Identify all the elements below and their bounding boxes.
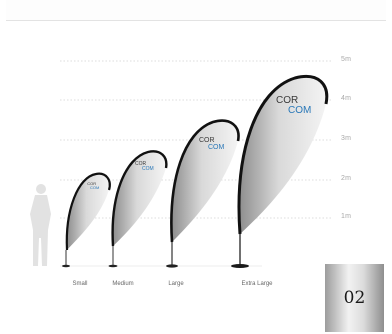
height-label-4m: 4m bbox=[341, 95, 352, 102]
height-label-5m: 5m bbox=[341, 56, 352, 63]
flag-small-logo: COR COM bbox=[87, 181, 100, 190]
flag-small bbox=[62, 172, 111, 268]
size-label-small: Small bbox=[72, 281, 88, 287]
size-label-medium: Medium bbox=[112, 281, 134, 287]
flag-medium bbox=[108, 150, 168, 268]
size-label-large: Large bbox=[168, 281, 184, 287]
flag-large bbox=[166, 119, 240, 268]
flag-large-logo: COR COM bbox=[199, 137, 225, 151]
size-label-extra-large: Extra Large bbox=[241, 281, 273, 287]
top-bar bbox=[6, 0, 386, 21]
height-label-2m: 2m bbox=[341, 175, 352, 182]
height-label-3m: 3m bbox=[341, 135, 352, 142]
person-silhouette bbox=[30, 184, 51, 266]
flag-extra-large bbox=[231, 75, 329, 268]
page-number-badge: 02 bbox=[325, 264, 384, 332]
page-number: 02 bbox=[343, 288, 366, 308]
flag-extra-large-logo: COR COM bbox=[276, 95, 312, 116]
height-label-1m: 1m bbox=[341, 213, 352, 220]
flag-medium-logo: COR COM bbox=[135, 161, 154, 172]
